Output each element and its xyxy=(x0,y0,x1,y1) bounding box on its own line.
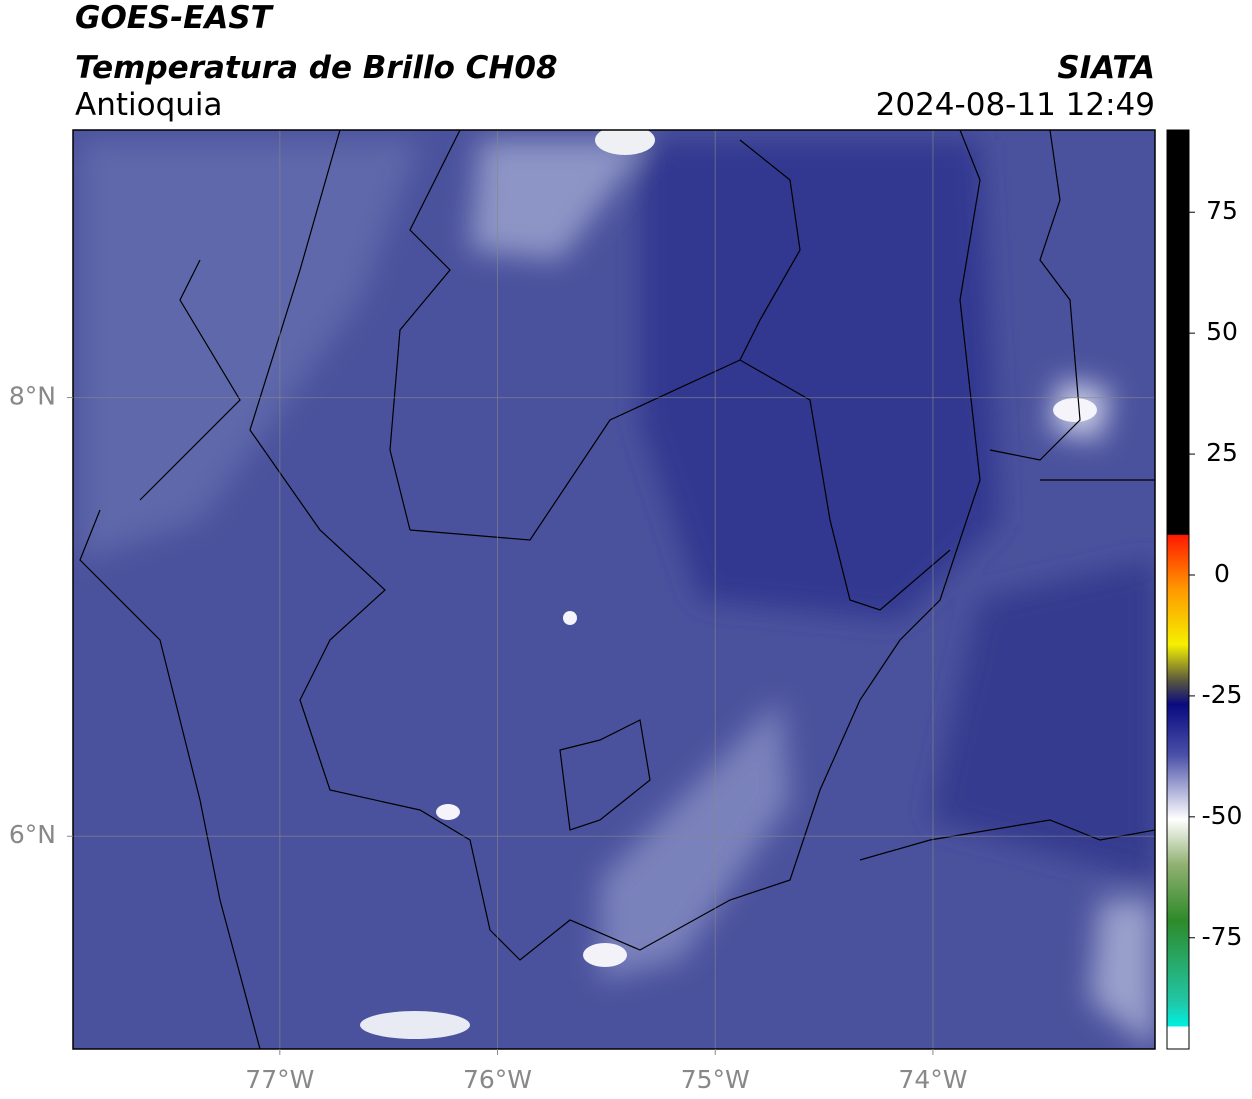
colorbar-tick-label: 50 xyxy=(1206,317,1238,346)
region: Antioquia xyxy=(75,87,223,123)
title: GOES-EAST xyxy=(75,0,275,36)
map-frame xyxy=(72,129,1156,1050)
colorbar-tick-label: -75 xyxy=(1202,922,1243,951)
datetime: 2024-08-11 12:49 xyxy=(876,87,1155,123)
x-tick-label: 76°W xyxy=(463,1065,532,1094)
x-tick-label: 75°W xyxy=(681,1065,750,1094)
colorbar-tick-label: -50 xyxy=(1202,801,1243,830)
subtitle: Temperatura de Brillo CH08 xyxy=(75,50,558,86)
colorbar xyxy=(1166,129,1190,1050)
colorbar-tick-label: 25 xyxy=(1206,438,1238,467)
x-tick-label: 77°W xyxy=(245,1065,314,1094)
colorbar-tick-label: 0 xyxy=(1214,559,1230,588)
source: SIATA xyxy=(1057,50,1155,86)
satellite-image xyxy=(73,130,1155,1049)
y-tick-label: 8°N xyxy=(9,382,56,411)
colorbar-tick-label: -25 xyxy=(1202,680,1243,709)
x-tick-label: 74°W xyxy=(898,1065,967,1094)
grid xyxy=(73,130,1155,1049)
colorbar-tick-label: 75 xyxy=(1206,196,1238,225)
y-tick-label: 6°N xyxy=(9,820,56,849)
